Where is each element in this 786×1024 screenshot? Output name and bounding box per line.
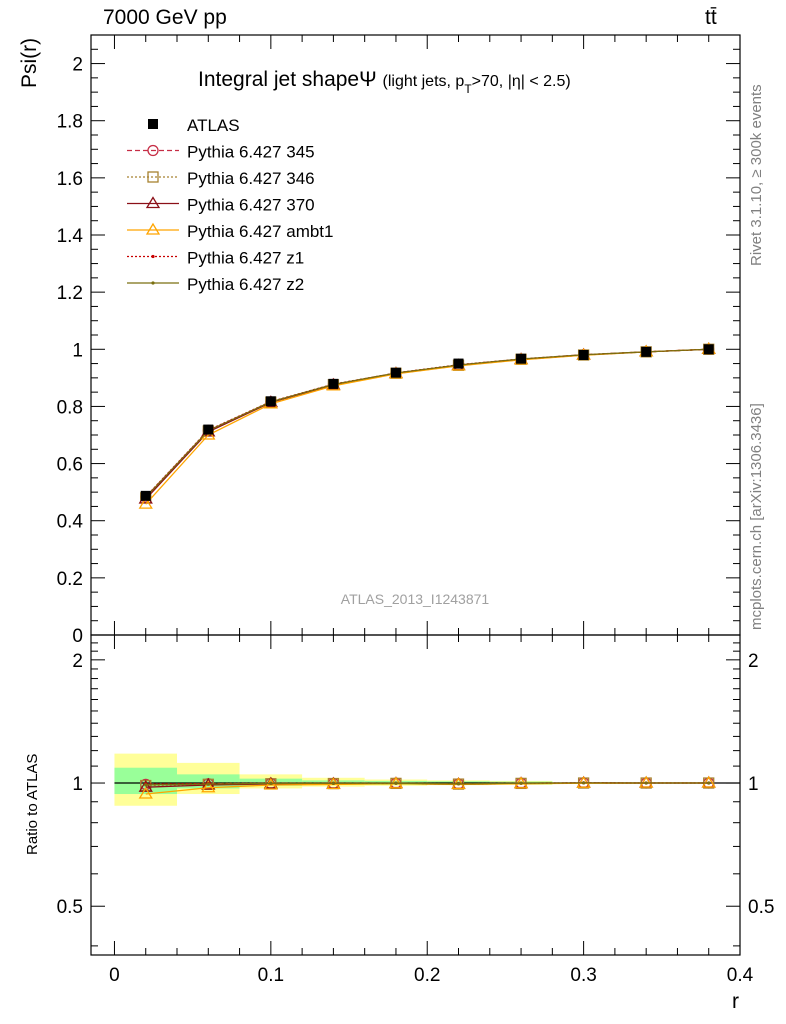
- legend-marker: [147, 171, 159, 183]
- ratio-frame: [90, 634, 741, 956]
- x-tick-label: 0: [109, 965, 120, 986]
- legend-marker: [151, 254, 155, 259]
- process-label: tt̄: [705, 6, 717, 29]
- y-tick-label: 1.4: [57, 226, 84, 247]
- legend-entry-pythia-6.427-ambt1: Pythia 6.427 ambt1: [127, 222, 333, 241]
- ratio-series-point: [138, 786, 153, 799]
- ratio-y-tick-label: 2: [72, 651, 83, 672]
- ratio-series-point: [701, 775, 716, 788]
- x-tick-label: 0.1: [258, 965, 284, 986]
- data-point: [641, 346, 652, 357]
- y-axis-label-main: Psi(r): [18, 38, 41, 88]
- ratio-series-point: [582, 781, 586, 785]
- ratio-series-point: [394, 781, 398, 785]
- legend-entry-pythia-6.427-370: Pythia 6.427 370: [127, 196, 315, 215]
- legend-label: Pythia 6.427 z2: [187, 275, 304, 294]
- ratio-series-point: [138, 779, 153, 792]
- legend-marker: [151, 281, 155, 285]
- ratio-series-point: [576, 775, 591, 788]
- legend-entry-atlas: ATLAS: [148, 116, 240, 135]
- data-point: [328, 378, 339, 389]
- y-tick-label: 0.8: [57, 397, 83, 418]
- ratio-y-tick-label: 1: [72, 774, 83, 795]
- ratio-series-point: [144, 783, 148, 787]
- x-tick-label: 0.4: [727, 965, 754, 986]
- ratio-series-point: [206, 782, 210, 786]
- data-point: [703, 344, 714, 355]
- y-tick-label: 0: [72, 626, 83, 647]
- ratio-series-point: [644, 781, 648, 785]
- ratio-series-point: [456, 782, 461, 786]
- y-tick-label: 0.6: [57, 455, 83, 476]
- analysis-watermark: ATLAS_2013_I1243871: [341, 591, 490, 607]
- y-tick-label: 0.4: [57, 512, 84, 533]
- ratio-series-line: [145, 782, 709, 786]
- plot-title: Integral jet shapeΨ (light jets, pT>70, …: [198, 68, 571, 96]
- data-point: [390, 367, 401, 378]
- series-pythia-6.427-ambt1: [138, 342, 716, 509]
- data-point: [516, 353, 527, 364]
- y-tick-label: 1.8: [57, 112, 83, 133]
- legend-entry-pythia-6.427-z1: Pythia 6.427 z1: [127, 249, 304, 268]
- series-line: [145, 348, 709, 505]
- ratio-series-point: [519, 781, 523, 785]
- ratio-y-tick-label-right: 1: [748, 774, 759, 795]
- legend-marker: [145, 222, 161, 235]
- y-tick-label: 1.2: [57, 283, 83, 304]
- data-point: [140, 490, 151, 501]
- y-tick-label: 2: [72, 55, 83, 76]
- x-tick-label: 0.3: [570, 965, 596, 986]
- ratio-series-point: [707, 781, 711, 785]
- series-line: [145, 348, 709, 498]
- series-line: [145, 348, 709, 498]
- ratio-series-point: [639, 775, 654, 788]
- legend-entry-pythia-6.427-346: Pythia 6.427 346: [127, 169, 315, 188]
- legend-entry-pythia-6.427-345: Pythia 6.427 345: [127, 143, 315, 162]
- y-tick-label: 0.2: [57, 569, 83, 590]
- x-tick-label: 0.2: [414, 965, 440, 986]
- series-point: [138, 496, 153, 509]
- y-tick-label: 1: [72, 340, 83, 361]
- legend-entry-pythia-6.427-z2: Pythia 6.427 z2: [127, 275, 304, 294]
- ratio-y-tick-label: 0.5: [57, 897, 83, 918]
- legend-label: Pythia 6.427 345: [187, 143, 315, 162]
- energy-label: 7000 GeV pp: [103, 6, 227, 29]
- ratio-series-point: [201, 780, 216, 793]
- legend-label: Pythia 6.427 370: [187, 196, 315, 215]
- ratio-series-point: [331, 781, 335, 785]
- legend-marker: [145, 196, 161, 209]
- data-point: [453, 358, 464, 369]
- main-panel: 0 0.2 0.4 0.6 0.8 1 1.2 1.4 1.6 1.8 2 Integral jet…: [18, 34, 741, 647]
- legend-marker: [147, 144, 159, 157]
- series-line: [145, 348, 709, 498]
- data-point: [203, 424, 214, 435]
- legend-label: ATLAS: [187, 116, 240, 135]
- data-point: [578, 350, 589, 360]
- data-point: [265, 396, 276, 407]
- legend: ATLAS Pythia 6.427 345 Pythia 6.427 346 Pyt…: [127, 116, 333, 294]
- legend-marker: [148, 119, 158, 129]
- x-axis-label: r: [732, 990, 739, 1013]
- ratio-y-tick-label-right: 2: [748, 651, 759, 672]
- y-axis-label-ratio: Ratio to ATLAS: [24, 754, 41, 855]
- legend-label: Pythia 6.427 z1: [187, 249, 304, 268]
- ratio-series-point: [269, 781, 273, 785]
- legend-label: Pythia 6.427 ambt1: [187, 222, 333, 241]
- series-atlas-data: [140, 344, 714, 501]
- ratio-y-tick-label-right: 0.5: [748, 897, 774, 918]
- ratio-panel: 0.5 0.5 1 1 2 2 0 0.1 0.2 0.3 0.4 Ratio to ATLAS r: [24, 634, 774, 1013]
- y-tick-label: 1.6: [57, 169, 83, 190]
- legend-label: Pythia 6.427 346: [187, 169, 315, 188]
- ratio-series-pythia-6.427-z2: [144, 781, 711, 787]
